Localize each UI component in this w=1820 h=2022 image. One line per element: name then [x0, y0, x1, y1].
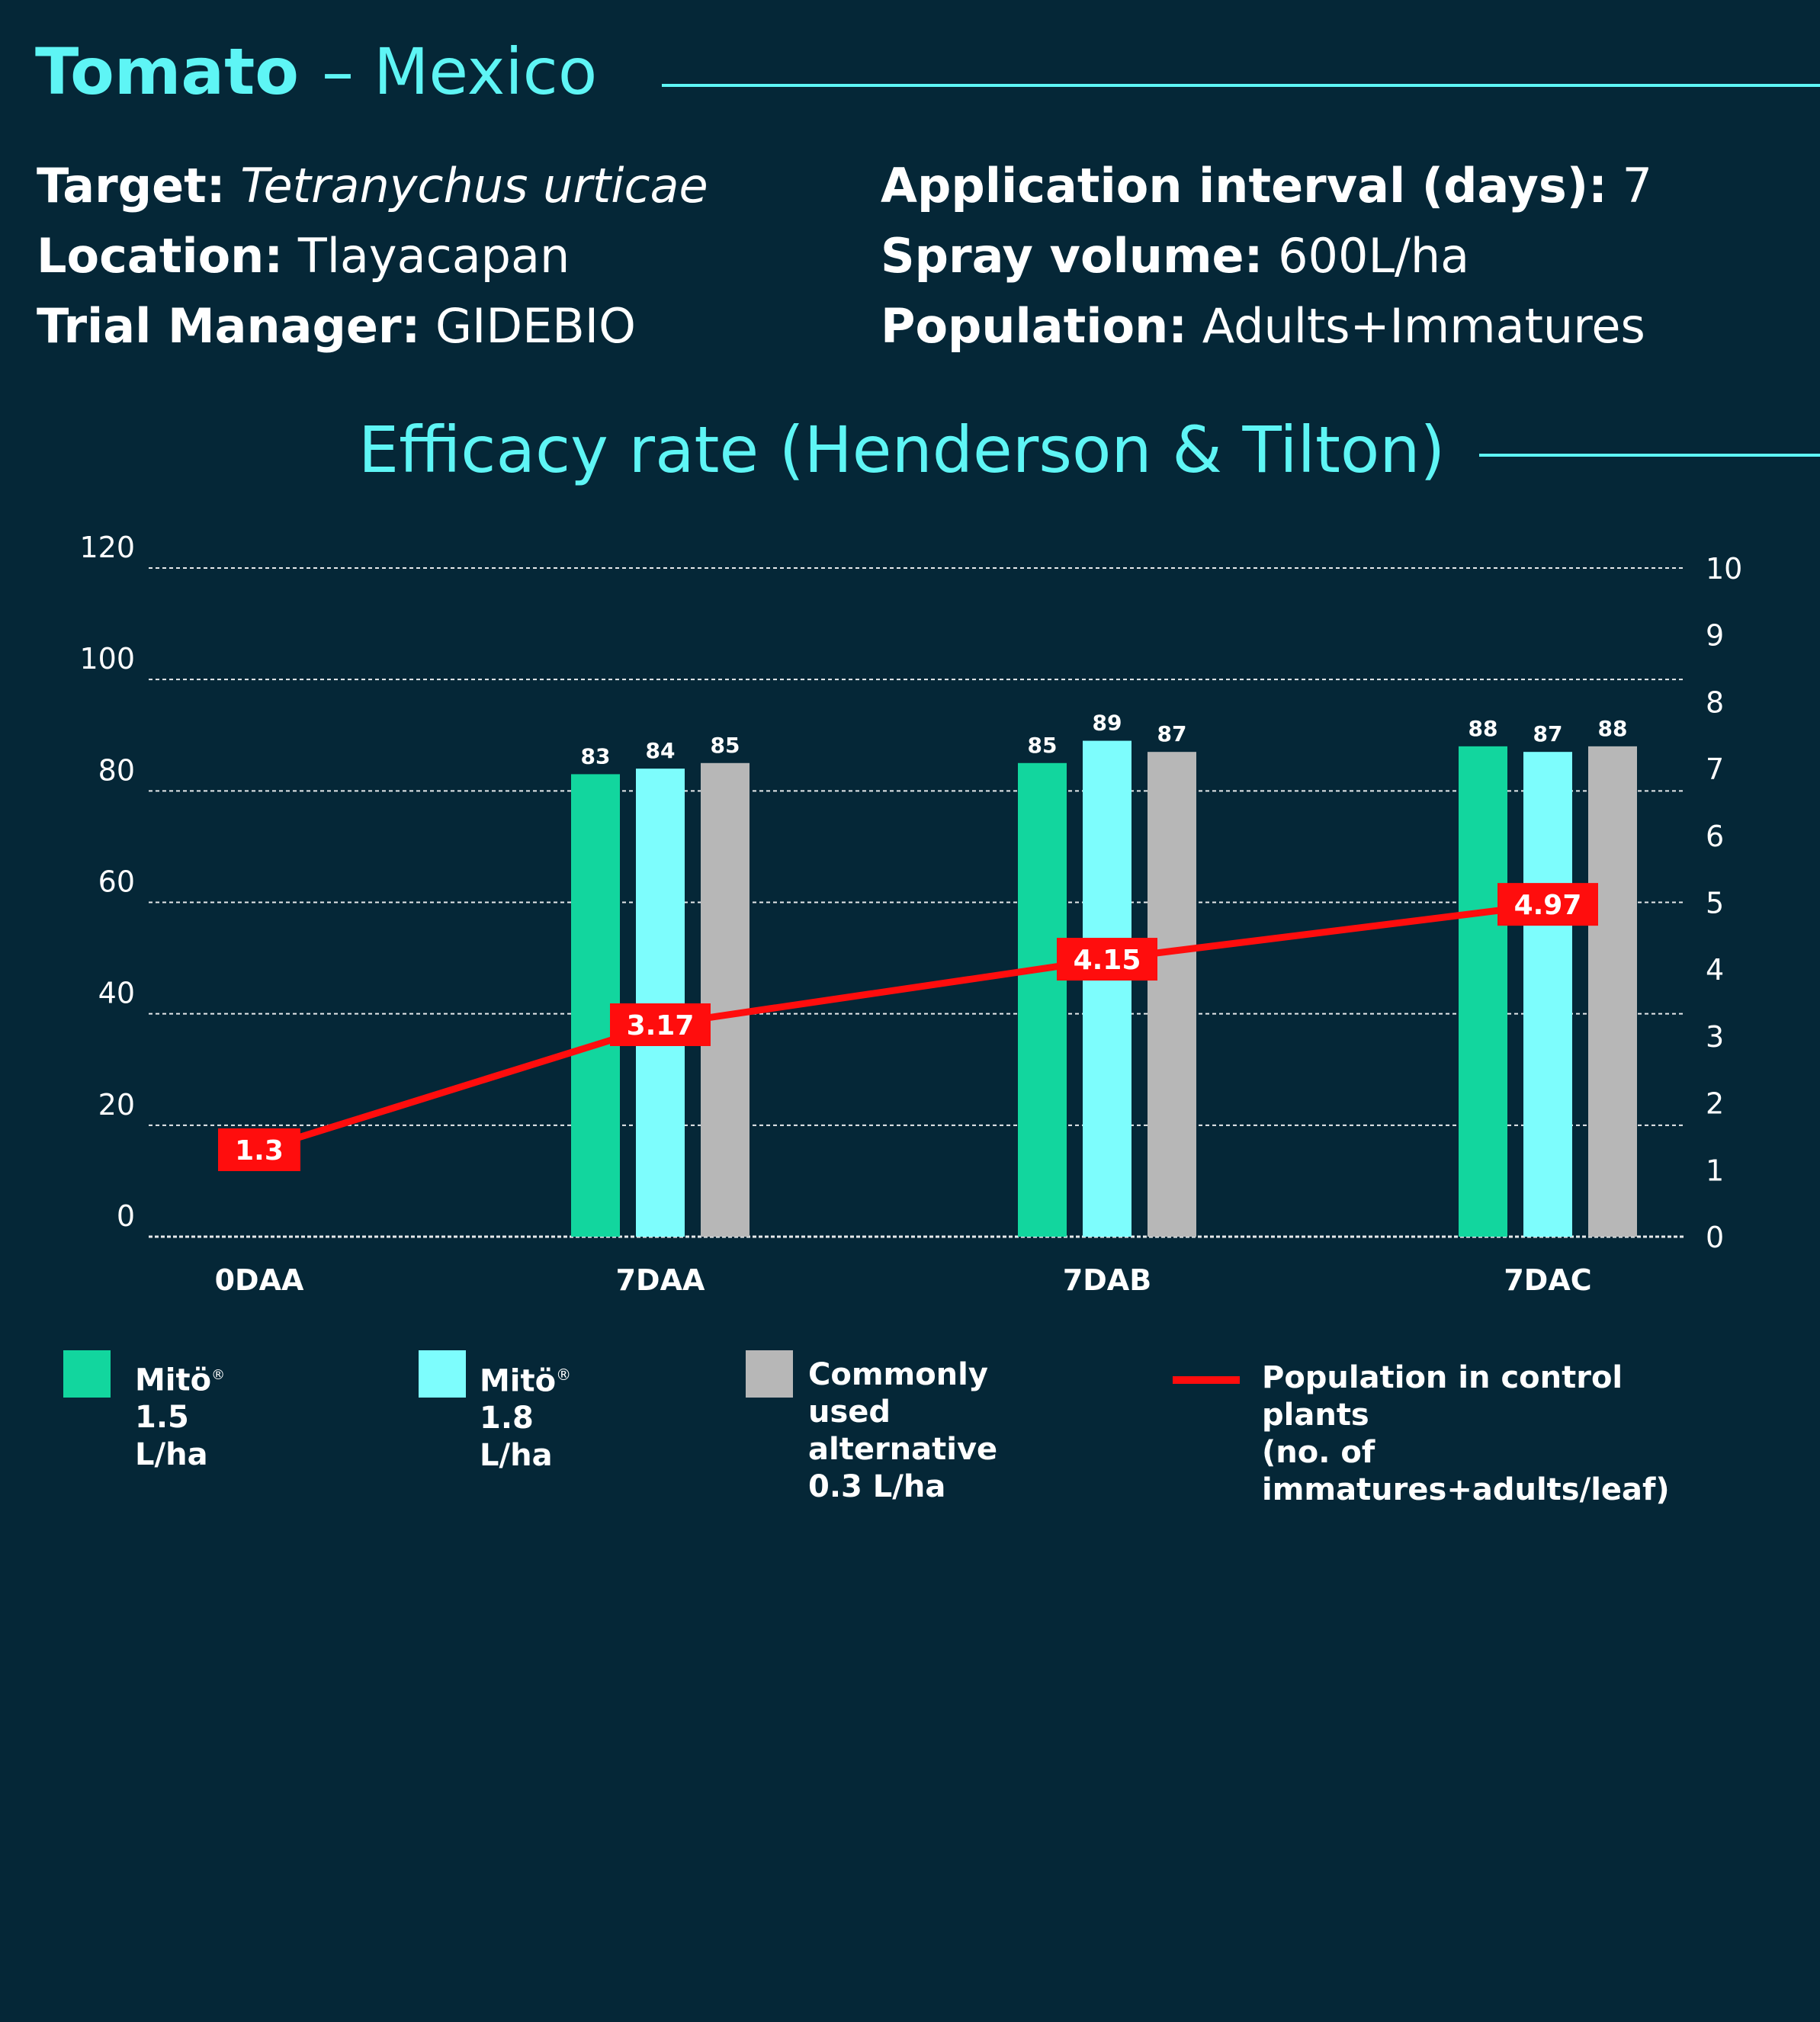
bar: [1148, 752, 1196, 1237]
population-value-label: 4.97: [1514, 890, 1582, 921]
population-value: Adults+Immatures: [1202, 298, 1645, 354]
population-point-marker: [1057, 938, 1157, 981]
bar-value-label: 83: [581, 743, 611, 769]
bar: [701, 762, 750, 1237]
legend-label-population: Population in control plants (no. of imm…: [1262, 1360, 1670, 1507]
y-right-tick-label: 3: [1706, 1020, 1724, 1054]
legend-mito-18-rate: 1.8 L/ha: [480, 1401, 553, 1474]
volume-label: Spray volume:: [881, 228, 1263, 284]
interval-label: Application interval (days):: [881, 158, 1607, 213]
y-right-tick-label: 0: [1706, 1221, 1724, 1254]
bar-value-label: 87: [1157, 721, 1187, 746]
population-value-label: 4.15: [1074, 945, 1141, 976]
x-tick-label: 7DAB: [1063, 1263, 1151, 1297]
bar-value-label: 89: [1093, 711, 1122, 736]
bar-value-label: 88: [1598, 716, 1628, 741]
legend-swatch-mito-15: [63, 1350, 111, 1398]
population-line: [258, 900, 1549, 1154]
legend-label-mito-18: Mitö® 1.8 L/ha: [480, 1356, 571, 1475]
page-header: Tomato – Mexico: [35, 40, 597, 104]
x-tick-label: 7DAC: [1504, 1263, 1591, 1297]
manager-row: Trial Manager: GIDEBIO: [37, 291, 708, 361]
y-left-tick-label: 0: [117, 1199, 135, 1233]
bar: [1459, 746, 1507, 1237]
bar: [1083, 740, 1131, 1237]
y-left-tick-label: 80: [98, 753, 135, 787]
y-right-tick-label: 4: [1706, 953, 1724, 987]
legend-swatch-mito-18: [419, 1350, 466, 1398]
y-right-tick-label: 7: [1706, 753, 1724, 786]
trial-info-right: Application interval (days): 7 Spray vol…: [881, 151, 1652, 361]
y-right-tick-label: 2: [1706, 1087, 1724, 1121]
population-point-marker: [1497, 883, 1598, 926]
header-separator: –: [321, 34, 354, 109]
x-tick-label: 0DAA: [215, 1263, 304, 1297]
bar: [1018, 762, 1067, 1237]
population-row: Population: Adults+Immatures: [881, 291, 1652, 361]
legend-mito-15-rate: 1.5 L/ha: [135, 1400, 208, 1473]
volume-value: 600L/ha: [1278, 228, 1470, 284]
target-row: Target: Tetranychus urticae: [37, 151, 708, 221]
location-value: Tlayacapan: [297, 228, 570, 284]
bar: [1588, 746, 1637, 1237]
legend-mito-15-registered: ®: [211, 1367, 226, 1383]
manager-label: Trial Manager:: [37, 298, 421, 354]
country-name: Mexico: [373, 34, 598, 109]
volume-row: Spray volume: 600L/ha: [881, 221, 1652, 291]
interval-row: Application interval (days): 7: [881, 151, 1652, 221]
y-left-tick-label: 60: [98, 865, 135, 899]
legend-mito-18-registered: ®: [556, 1366, 572, 1384]
trial-info-left: Target: Tetranychus urticae Location: Tl…: [37, 151, 708, 361]
location-row: Location: Tlayacapan: [37, 221, 708, 291]
manager-value: GIDEBIO: [435, 298, 636, 354]
bar-value-label: 88: [1469, 716, 1498, 741]
target-label: Target:: [37, 158, 226, 213]
y-right-tick-label: 5: [1706, 887, 1724, 920]
y-right-tick-label: 1: [1706, 1154, 1724, 1187]
population-value-label: 3.17: [627, 1010, 695, 1041]
bar-value-label: 85: [711, 733, 740, 758]
bar-value-label: 85: [1028, 733, 1058, 758]
y-left-tick-label: 40: [98, 977, 135, 1010]
header-divider: [662, 84, 1820, 87]
population-value-label: 1.3: [235, 1135, 284, 1167]
population-label: Population:: [881, 298, 1188, 354]
y-left-tick-label: 100: [79, 642, 135, 676]
legend-label-alternative: Commonly used alternative 0.3 L/ha: [808, 1357, 998, 1504]
target-value: Tetranychus urticae: [240, 158, 708, 213]
bar: [636, 769, 685, 1237]
legend-swatch-alternative: [746, 1350, 793, 1398]
location-label: Location:: [37, 228, 284, 284]
chart-title-divider: [1479, 454, 1820, 457]
y-right-tick-label: 9: [1706, 619, 1724, 653]
chart-title: Efficacy rate (Henderson & Tilton): [358, 412, 1446, 487]
y-left-tick-label: 120: [79, 531, 135, 564]
bar: [1523, 752, 1572, 1237]
interval-value: 7: [1622, 158, 1653, 213]
x-tick-label: 7DAA: [616, 1263, 705, 1297]
population-point-marker: [218, 1128, 300, 1171]
bar-value-label: 84: [646, 738, 676, 763]
legend-line-population: [1173, 1376, 1240, 1384]
population-point-marker: [610, 1003, 711, 1046]
y-right-tick-label: 6: [1706, 820, 1724, 853]
legend-mito-15-name: Mitö: [135, 1362, 212, 1398]
y-right-tick-label: 8: [1706, 685, 1724, 719]
y-right-tick-label: 10: [1706, 552, 1742, 586]
y-left-tick-label: 20: [98, 1088, 135, 1122]
bar-value-label: 87: [1533, 721, 1563, 746]
legend-mito-18-name: Mitö: [480, 1363, 557, 1399]
legend-label-mito-15: Mitö® 1.5 L/ha: [135, 1356, 225, 1474]
crop-name: Tomato: [35, 34, 299, 109]
